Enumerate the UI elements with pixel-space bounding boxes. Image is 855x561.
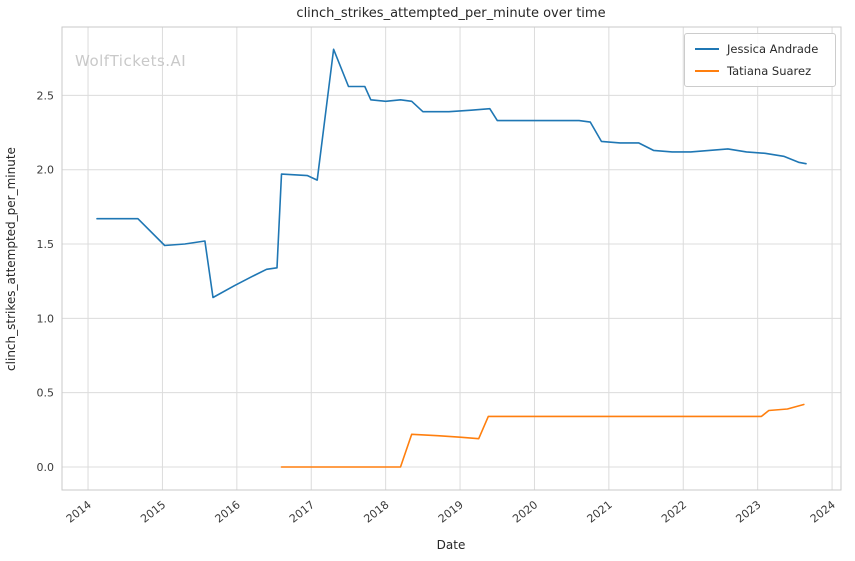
svg-text:1.5: 1.5 <box>37 238 55 251</box>
legend-label: Jessica Andrade <box>727 42 819 56</box>
svg-text:2018: 2018 <box>361 498 391 525</box>
svg-text:2019: 2019 <box>436 498 466 525</box>
legend-entry-tatiana-suarez: Tatiana Suarez <box>695 64 825 78</box>
svg-text:2020: 2020 <box>510 498 540 525</box>
data-series <box>96 48 807 468</box>
svg-text:2016: 2016 <box>213 498 243 525</box>
svg-text:0.5: 0.5 <box>37 387 55 400</box>
legend-line-swatch-orange <box>695 70 719 72</box>
watermark: WolfTickets.AI <box>75 52 186 70</box>
y-tick-labels: 0.0 0.5 1.0 1.5 2.0 2.5 <box>37 89 55 474</box>
legend-label: Tatiana Suarez <box>727 64 812 78</box>
legend-entry-jessica-andrade: Jessica Andrade <box>695 42 825 56</box>
svg-text:2.5: 2.5 <box>37 89 55 102</box>
svg-text:2017: 2017 <box>287 498 317 525</box>
legend-line-swatch-blue <box>695 48 719 50</box>
svg-text:0.0: 0.0 <box>37 461 55 474</box>
x-axis-label: Date <box>437 538 466 552</box>
chart-legend: Jessica Andrade Tatiana Suarez <box>684 33 836 87</box>
grid-lines <box>62 27 841 490</box>
chart-title: clinch_strikes_attempted_per_minute over… <box>296 6 605 21</box>
svg-text:2021: 2021 <box>585 498 615 525</box>
svg-text:2.0: 2.0 <box>37 164 55 177</box>
x-tick-labels: 2014 2015 2016 2017 2018 2019 2020 2021 2022 2023… <box>64 498 838 525</box>
svg-text:1.0: 1.0 <box>37 312 55 325</box>
svg-text:2015: 2015 <box>138 498 168 525</box>
svg-text:2024: 2024 <box>808 498 838 525</box>
y-axis-label: clinch_strikes_attempted_per_minute <box>4 147 18 371</box>
svg-text:2022: 2022 <box>659 498 689 525</box>
svg-text:2023: 2023 <box>733 498 763 525</box>
plot-border <box>61 26 842 491</box>
svg-text:2014: 2014 <box>64 498 94 525</box>
